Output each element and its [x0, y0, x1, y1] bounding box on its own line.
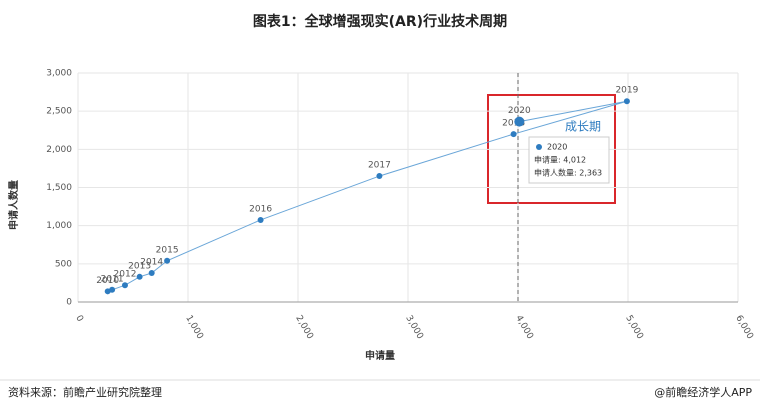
point-label: 2016	[249, 204, 272, 214]
y-tick-label: 2,500	[46, 107, 72, 117]
tooltip: 2020 申请量: 4,012 申请人数量: 2,363	[528, 136, 610, 184]
x-tick-label: 1,000	[183, 314, 205, 342]
y-tick-label: 3,000	[46, 69, 72, 79]
x-tick-label: 5,000	[623, 314, 645, 342]
point-label: 2018	[502, 119, 525, 129]
x-tick-label: 3,000	[403, 314, 425, 342]
chart-title: 图表1：全球增强现实(AR)行业技术周期	[253, 13, 507, 30]
y-tick-label: 1,500	[46, 183, 72, 193]
source: 资料来源：前瞻产业研究院整理	[8, 385, 162, 399]
point-label: 2012	[114, 270, 137, 280]
point-label: 2020	[508, 106, 531, 116]
series-line	[107, 100, 628, 292]
data-point	[148, 269, 155, 276]
y-tick-label: 500	[55, 259, 72, 269]
y-tick-label: 1,000	[46, 221, 72, 231]
tooltip-line: 申请量: 4,012	[534, 155, 586, 165]
y-tick-label: 0	[66, 298, 72, 308]
data-point	[257, 216, 264, 223]
data-point	[510, 131, 517, 138]
point-label: 2017	[368, 161, 391, 171]
data-point	[623, 98, 630, 105]
tooltip-box	[528, 136, 610, 184]
data-point	[164, 257, 171, 264]
point-label: 2010	[96, 276, 119, 286]
tooltip-title: 2020	[547, 143, 567, 152]
data-point	[136, 273, 143, 280]
data-point	[376, 173, 383, 180]
annotation: 成长期	[565, 120, 601, 134]
point-label: 2013	[128, 261, 151, 271]
y-tick-label: 2,000	[46, 145, 72, 155]
tooltip-line: 申请人数量: 2,363	[534, 168, 602, 178]
brand: @前瞻经济学人APP	[654, 385, 752, 399]
point-label: 2011	[101, 274, 124, 284]
x-tick-label: 2,000	[293, 314, 315, 342]
y-axis-label: 申请人数量	[7, 180, 20, 230]
data-point	[514, 116, 525, 127]
point-label: 2019	[615, 86, 638, 96]
x-tick-label: 0	[73, 314, 85, 324]
point-label: 2014	[140, 257, 163, 267]
point-label: 2015	[156, 245, 179, 255]
tooltip-dot	[536, 144, 542, 150]
data-point	[121, 282, 128, 289]
x-tick-label: 6,000	[733, 314, 755, 342]
x-axis-label: 申请量	[365, 349, 395, 362]
x-tick-label: 4,000	[513, 314, 535, 342]
data-point	[109, 286, 116, 293]
